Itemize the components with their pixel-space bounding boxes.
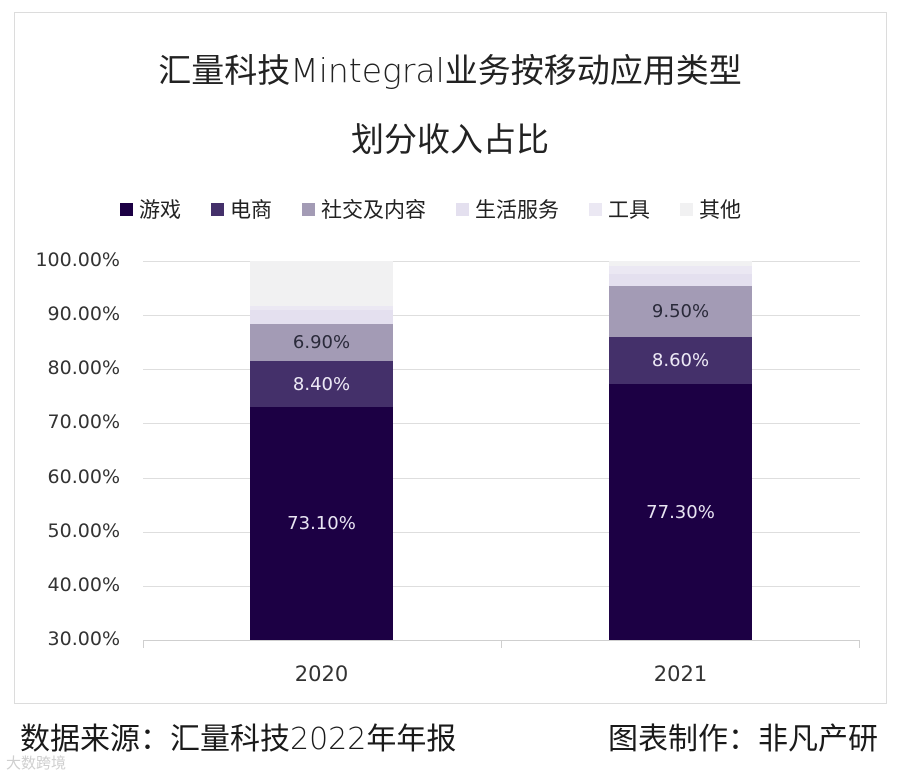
legend-swatch-lifestyle (456, 202, 469, 216)
gridline (143, 261, 860, 262)
y-tick-label: 70.00% (47, 411, 120, 433)
gridline (143, 423, 860, 424)
y-tick-label: 50.00% (47, 520, 120, 542)
bar-segment-ecommerce: 8.40% (250, 361, 393, 407)
legend-swatch-social (302, 202, 315, 216)
legend-label: 社交及内容 (321, 198, 426, 222)
x-axis-tick (859, 640, 860, 648)
legend-item-social: 社交及内容 (302, 194, 426, 224)
bar-segment-social: 6.90% (250, 324, 393, 361)
y-tick-label: 80.00% (47, 357, 120, 379)
data-label: 8.40% (292, 373, 351, 395)
x-axis-tick (501, 640, 502, 648)
gridline (143, 478, 860, 479)
gridline (143, 315, 860, 316)
legend-label: 其他 (699, 198, 741, 222)
chart-title-line2: 划分收入占比 (351, 120, 549, 159)
legend-label: 游戏 (139, 198, 181, 222)
legend-swatch-tools (589, 202, 602, 216)
y-tick-label: 100.00% (35, 249, 120, 271)
bar-segment-lifestyle (609, 274, 752, 286)
bar-2021: 9.50% 8.60% 77.30% (609, 261, 752, 640)
chart-credit-note: 图表制作：非凡产研 (608, 722, 878, 757)
legend-label: 生活服务 (475, 198, 559, 222)
bar-segment-social: 9.50% (609, 286, 752, 337)
legend-swatch-games (120, 202, 133, 216)
chart-title-line1: 汇量科技Mintegral业务按移动应用类型 (158, 51, 742, 90)
x-axis-tick (143, 640, 144, 648)
chart-legend: 游戏 电商 社交及内容 生活服务 工具 其他 (120, 194, 771, 224)
legend-item-tools: 工具 (589, 194, 650, 224)
watermark: 大数跨境 (6, 754, 67, 772)
bar-2020: 6.90% 8.40% 73.10% (250, 261, 393, 640)
legend-item-games: 游戏 (120, 194, 181, 224)
legend-swatch-ecommerce (211, 202, 224, 216)
bar-segment-tools (609, 266, 752, 274)
y-tick-label: 60.00% (47, 466, 120, 488)
x-tick-label: 2021 (653, 662, 708, 686)
legend-item-other: 其他 (680, 194, 741, 224)
bar-segment-other (250, 261, 393, 306)
legend-item-lifestyle: 生活服务 (456, 194, 559, 224)
bar-segment-other (609, 261, 752, 266)
bar-segment-games: 77.30% (609, 384, 752, 640)
gridline (143, 586, 860, 587)
legend-label: 工具 (608, 198, 650, 222)
y-tick-label: 30.00% (47, 628, 120, 650)
legend-label: 电商 (230, 198, 272, 222)
data-source-note: 数据来源：汇量科技2022年年报 (20, 722, 457, 757)
gridline (143, 532, 860, 533)
data-label: 73.10% (287, 513, 356, 534)
bar-segment-lifestyle (250, 310, 393, 324)
y-tick-label: 40.00% (47, 574, 120, 596)
legend-swatch-other (680, 202, 693, 216)
data-label: 77.30% (646, 501, 715, 523)
data-label: 8.60% (651, 350, 710, 371)
bar-segment-ecommerce: 8.60% (609, 337, 752, 384)
data-label: 9.50% (651, 301, 710, 322)
y-tick-label: 90.00% (47, 303, 120, 325)
gridline (143, 369, 860, 370)
legend-item-ecommerce: 电商 (211, 194, 272, 224)
bar-segment-games: 73.10% (250, 407, 393, 640)
bar-segment-tools (250, 306, 393, 310)
x-tick-label: 2020 (294, 662, 349, 686)
data-label: 6.90% (292, 332, 351, 353)
